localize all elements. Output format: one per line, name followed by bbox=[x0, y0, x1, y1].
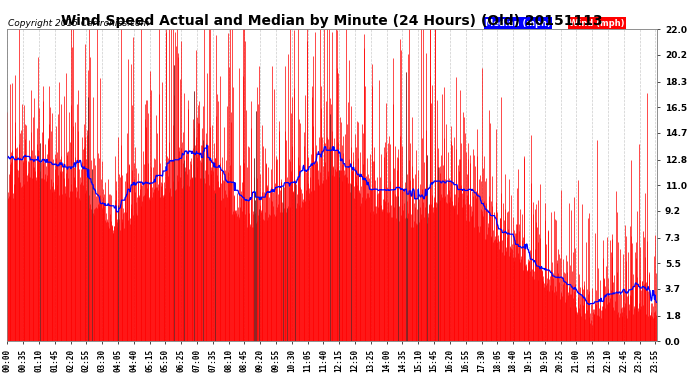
Title: Wind Speed Actual and Median by Minute (24 Hours) (Old) 20151113: Wind Speed Actual and Median by Minute (… bbox=[61, 14, 603, 28]
Text: Wind (mph): Wind (mph) bbox=[569, 19, 625, 28]
Text: Median (mph): Median (mph) bbox=[485, 19, 551, 28]
Text: Copyright 2015 Cartronics.com: Copyright 2015 Cartronics.com bbox=[8, 19, 149, 28]
